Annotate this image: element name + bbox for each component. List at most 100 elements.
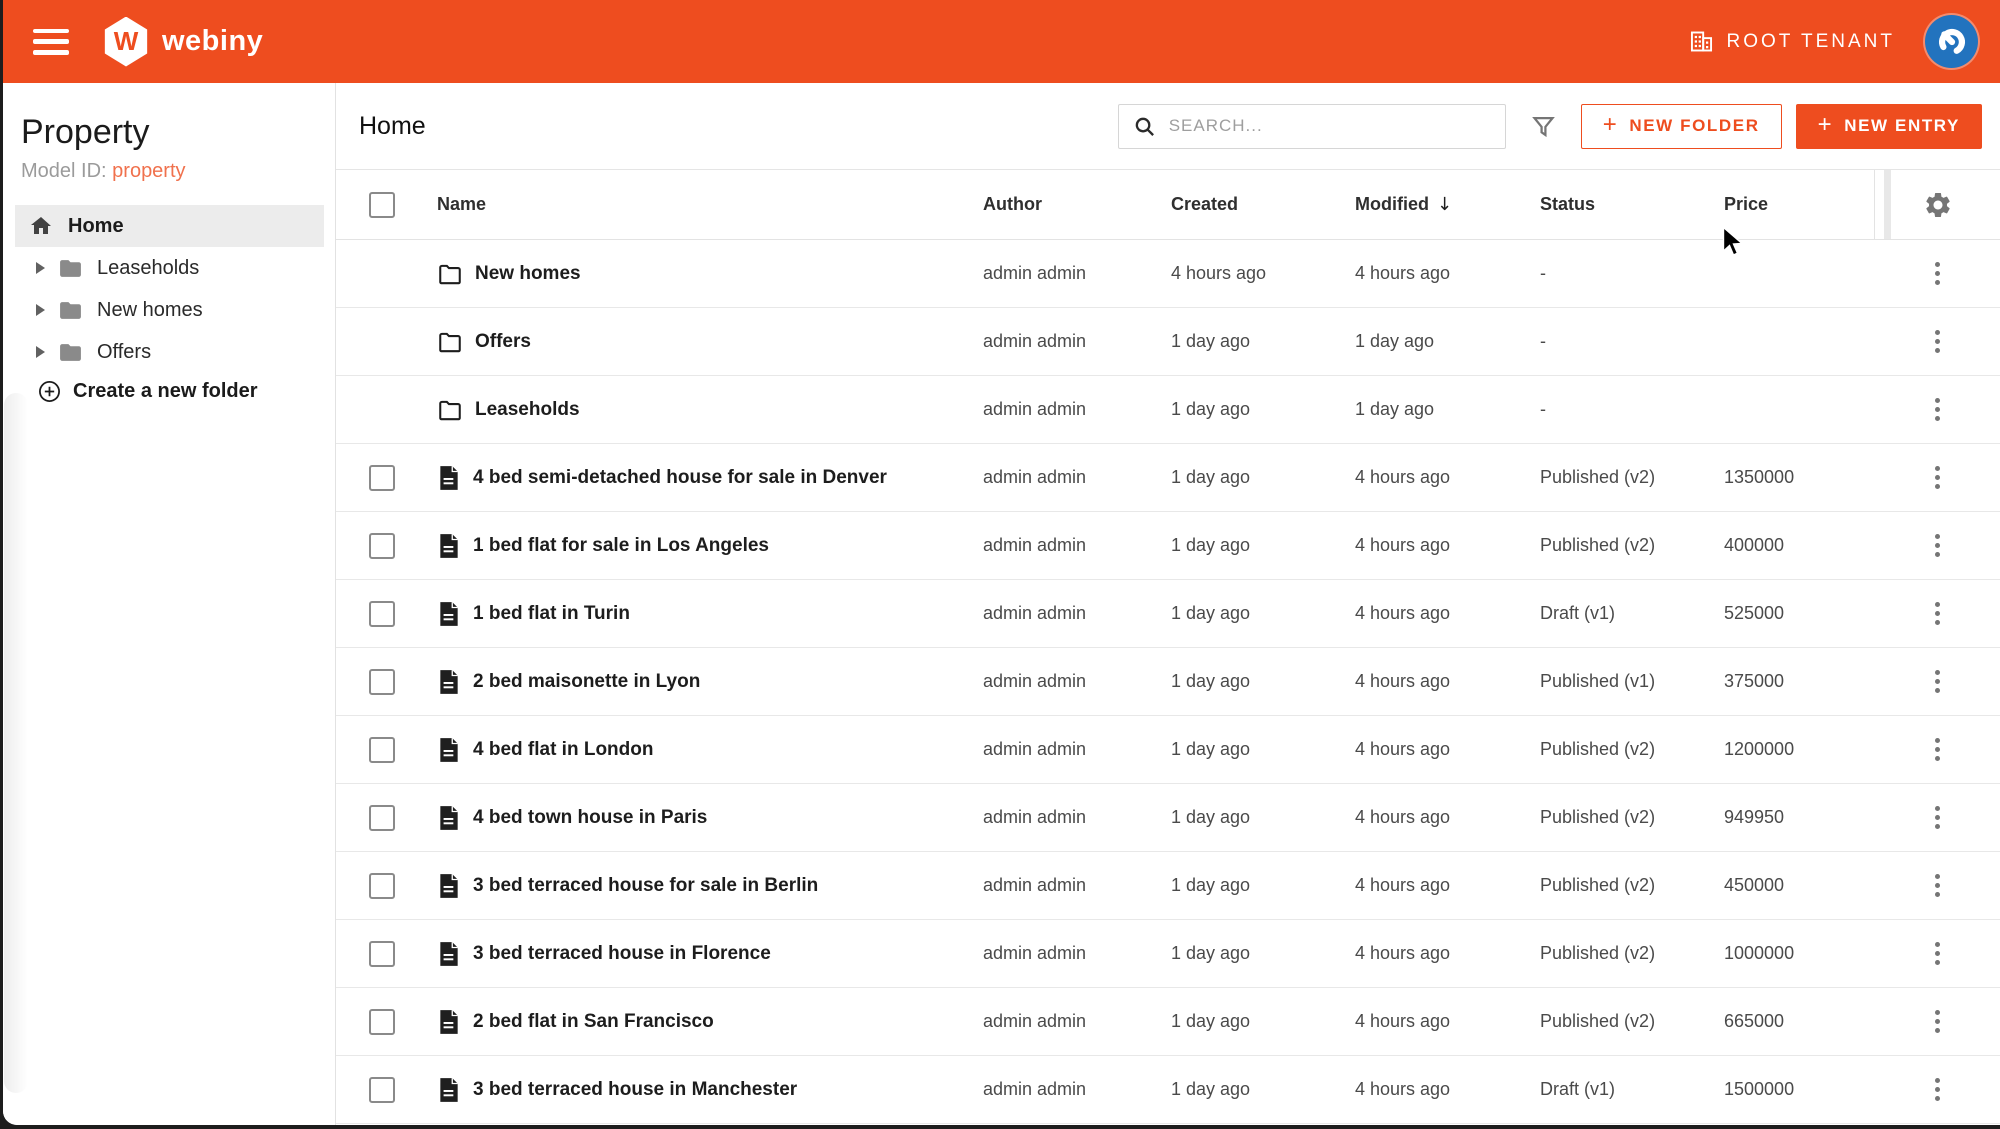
row-checkbox[interactable] <box>369 532 395 559</box>
row-checkbox[interactable] <box>369 872 395 899</box>
search-icon <box>1133 115 1156 138</box>
document-icon <box>437 873 461 899</box>
search-input[interactable] <box>1168 116 1491 136</box>
status-cell: Published (v2) <box>1540 807 1656 827</box>
table-row[interactable]: Leaseholds admin admin 1 day ago 1 day a… <box>336 376 2000 444</box>
row-menu-icon[interactable] <box>1929 800 1946 835</box>
model-id-value[interactable]: property <box>112 160 186 182</box>
entry-name[interactable]: 1 bed flat in Turin <box>473 602 630 624</box>
entry-name[interactable]: Leaseholds <box>475 398 580 420</box>
status-cell: Published (v2) <box>1540 875 1656 895</box>
table-body: New homes admin admin 4 hours ago 4 hour… <box>336 240 2000 1125</box>
column-header-name[interactable]: Name <box>437 194 487 214</box>
entry-name[interactable]: 4 bed semi-detached house for sale in De… <box>473 466 887 488</box>
column-header-modified[interactable]: Modified ↓ <box>1355 194 1453 215</box>
sidebar-folder-item[interactable]: Offers <box>3 331 335 373</box>
row-menu-icon[interactable] <box>1929 324 1946 359</box>
column-header-price[interactable]: Price <box>1724 194 1769 214</box>
model-id-label: Model ID: <box>21 160 107 182</box>
row-menu-icon[interactable] <box>1929 528 1946 563</box>
row-checkbox[interactable] <box>369 804 395 831</box>
row-checkbox[interactable] <box>369 940 395 967</box>
new-entry-button[interactable]: + NEW ENTRY <box>1795 103 1982 149</box>
table-row[interactable]: 4 bed town house in Paris admin admin 1 … <box>336 784 2000 852</box>
row-menu-icon[interactable] <box>1929 392 1946 427</box>
row-menu-icon[interactable] <box>1929 1004 1946 1039</box>
price-cell: 949950 <box>1724 807 1785 827</box>
table-row[interactable]: New homes admin admin 4 hours ago 4 hour… <box>336 240 2000 308</box>
tenant-selector[interactable]: ROOT TENANT <box>1688 28 1895 55</box>
table-row[interactable]: 3 bed terraced house in Manchester admin… <box>336 1056 2000 1124</box>
sidebar-item-home[interactable]: Home <box>15 205 324 247</box>
brand-text: webiny <box>162 25 264 57</box>
modified-cell: 4 hours ago <box>1355 807 1451 827</box>
row-checkbox[interactable] <box>369 600 395 627</box>
price-cell: 1500000 <box>1724 1079 1795 1099</box>
row-menu-icon[interactable] <box>1929 732 1946 767</box>
row-checkbox[interactable] <box>369 1076 395 1103</box>
create-folder-button[interactable]: Create a new folder <box>3 379 335 404</box>
user-avatar[interactable] <box>1925 15 1978 68</box>
row-menu-icon[interactable] <box>1929 596 1946 631</box>
sidebar: Property Model ID: property Home <box>3 83 336 1125</box>
entry-name[interactable]: Offers <box>475 330 531 352</box>
table-row[interactable]: 3 bed terraced house for sale in Berlin … <box>336 852 2000 920</box>
document-icon <box>437 737 461 763</box>
column-settings <box>1874 170 2000 239</box>
created-cell: 1 day ago <box>1171 331 1251 351</box>
status-cell: Published (v2) <box>1540 535 1656 555</box>
entry-name[interactable]: 4 bed town house in Paris <box>473 806 708 828</box>
author-cell: admin admin <box>983 1011 1087 1031</box>
row-checkbox[interactable] <box>369 464 395 491</box>
row-menu-icon[interactable] <box>1929 256 1946 291</box>
folder-icon <box>58 256 83 281</box>
main-content: Home + NEW FOLDER <box>336 83 2000 1125</box>
row-checkbox[interactable] <box>369 736 395 763</box>
content-header: Home + NEW FOLDER <box>336 83 2000 170</box>
sidebar-folder-item[interactable]: New homes <box>3 289 335 331</box>
column-header-created[interactable]: Created <box>1171 194 1239 214</box>
entry-name[interactable]: 2 bed maisonette in Lyon <box>473 670 701 692</box>
price-cell: 525000 <box>1724 603 1785 623</box>
expand-arrow-icon[interactable] <box>36 304 45 316</box>
table-row[interactable]: 2 bed flat in San Francisco admin admin … <box>336 988 2000 1056</box>
table-row[interactable]: 1 bed flat in Turin admin admin 1 day ag… <box>336 580 2000 648</box>
row-checkbox[interactable] <box>369 668 395 695</box>
gear-icon[interactable] <box>1923 190 1953 220</box>
row-menu-icon[interactable] <box>1929 868 1946 903</box>
status-cell: Published (v2) <box>1540 943 1656 963</box>
document-icon <box>437 533 461 559</box>
status-cell: Draft (v1) <box>1540 603 1616 623</box>
select-all-checkbox[interactable] <box>369 191 395 218</box>
new-folder-button[interactable]: + NEW FOLDER <box>1580 103 1782 149</box>
column-header-author[interactable]: Author <box>983 194 1042 214</box>
table-row[interactable]: Offers admin admin 1 day ago 1 day ago - <box>336 308 2000 376</box>
entry-name[interactable]: 2 bed flat in San Francisco <box>473 1010 714 1032</box>
row-checkbox[interactable] <box>369 1008 395 1035</box>
created-cell: 1 day ago <box>1171 1079 1251 1099</box>
expand-arrow-icon[interactable] <box>36 346 45 358</box>
filter-icon[interactable] <box>1530 113 1557 140</box>
scrollbar[interactable] <box>1884 170 1891 239</box>
entry-name[interactable]: 3 bed terraced house in Florence <box>473 942 771 964</box>
entry-name[interactable]: 3 bed terraced house in Manchester <box>473 1078 798 1100</box>
row-menu-icon[interactable] <box>1929 936 1946 971</box>
table-row[interactable]: 3 bed terraced house in Florence admin a… <box>336 920 2000 988</box>
webiny-logo-icon[interactable]: W <box>104 16 148 67</box>
author-cell: admin admin <box>983 739 1087 759</box>
entry-name[interactable]: 1 bed flat for sale in Los Angeles <box>473 534 769 556</box>
sidebar-folder-item[interactable]: Leaseholds <box>3 247 335 289</box>
row-menu-icon[interactable] <box>1929 1072 1946 1107</box>
table-row[interactable]: 1 bed flat for sale in Los Angeles admin… <box>336 512 2000 580</box>
table-row[interactable]: 2 bed maisonette in Lyon admin admin 1 d… <box>336 648 2000 716</box>
row-menu-icon[interactable] <box>1929 664 1946 699</box>
row-menu-icon[interactable] <box>1929 460 1946 495</box>
entry-name[interactable]: 3 bed terraced house for sale in Berlin <box>473 874 819 896</box>
table-row[interactable]: 4 bed flat in London admin admin 1 day a… <box>336 716 2000 784</box>
entry-name[interactable]: New homes <box>475 262 581 284</box>
expand-arrow-icon[interactable] <box>36 262 45 274</box>
entry-name[interactable]: 4 bed flat in London <box>473 738 654 760</box>
table-row[interactable]: 4 bed semi-detached house for sale in De… <box>336 444 2000 512</box>
menu-icon[interactable] <box>33 28 69 55</box>
column-header-status[interactable]: Status <box>1540 194 1596 214</box>
